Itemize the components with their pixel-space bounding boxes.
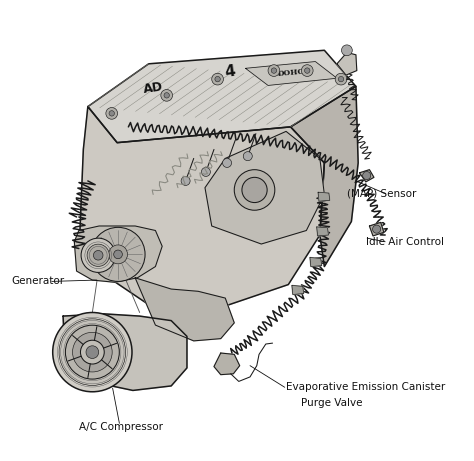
- Circle shape: [86, 346, 99, 359]
- Circle shape: [338, 77, 344, 82]
- Polygon shape: [310, 258, 322, 266]
- Polygon shape: [205, 131, 324, 244]
- Text: DOHC: DOHC: [277, 68, 304, 78]
- Text: A/C Compressor: A/C Compressor: [79, 422, 163, 432]
- Polygon shape: [318, 192, 330, 201]
- Polygon shape: [291, 86, 358, 266]
- Circle shape: [109, 111, 114, 116]
- Circle shape: [59, 319, 126, 385]
- Polygon shape: [337, 53, 357, 75]
- Polygon shape: [369, 222, 384, 236]
- Circle shape: [301, 65, 313, 77]
- Circle shape: [81, 238, 115, 272]
- Text: Generator: Generator: [11, 277, 64, 286]
- Circle shape: [363, 171, 371, 180]
- Circle shape: [304, 68, 310, 73]
- Polygon shape: [79, 106, 324, 323]
- Text: Evaporative Emission Canister: Evaporative Emission Canister: [286, 382, 445, 392]
- Circle shape: [268, 65, 280, 77]
- Polygon shape: [63, 314, 187, 390]
- Circle shape: [93, 250, 103, 260]
- Circle shape: [114, 250, 122, 259]
- Circle shape: [212, 73, 223, 85]
- Circle shape: [234, 170, 275, 210]
- Circle shape: [53, 313, 132, 392]
- Polygon shape: [292, 285, 304, 295]
- Circle shape: [215, 77, 220, 82]
- Text: AD: AD: [142, 81, 164, 96]
- Text: Idle Air Control: Idle Air Control: [366, 237, 444, 247]
- Polygon shape: [246, 62, 337, 85]
- Text: Purge Valve: Purge Valve: [301, 397, 363, 408]
- Circle shape: [87, 244, 109, 266]
- Circle shape: [65, 325, 119, 379]
- Polygon shape: [359, 170, 374, 182]
- Circle shape: [201, 167, 210, 177]
- Polygon shape: [135, 278, 234, 341]
- Circle shape: [161, 89, 173, 101]
- Circle shape: [106, 107, 118, 119]
- Circle shape: [91, 227, 145, 281]
- Circle shape: [243, 152, 252, 161]
- Text: (MAP) Sensor: (MAP) Sensor: [347, 189, 417, 199]
- Polygon shape: [214, 353, 240, 375]
- Circle shape: [373, 225, 381, 233]
- Polygon shape: [74, 226, 162, 282]
- Circle shape: [181, 177, 190, 185]
- Circle shape: [109, 245, 128, 264]
- Circle shape: [164, 93, 169, 98]
- Circle shape: [242, 177, 267, 202]
- Polygon shape: [88, 50, 356, 142]
- Text: 4: 4: [223, 64, 236, 80]
- Circle shape: [341, 45, 352, 56]
- Circle shape: [81, 340, 104, 364]
- Circle shape: [223, 159, 232, 167]
- Circle shape: [335, 73, 347, 85]
- Polygon shape: [317, 227, 328, 236]
- Circle shape: [271, 68, 277, 73]
- Circle shape: [73, 332, 112, 372]
